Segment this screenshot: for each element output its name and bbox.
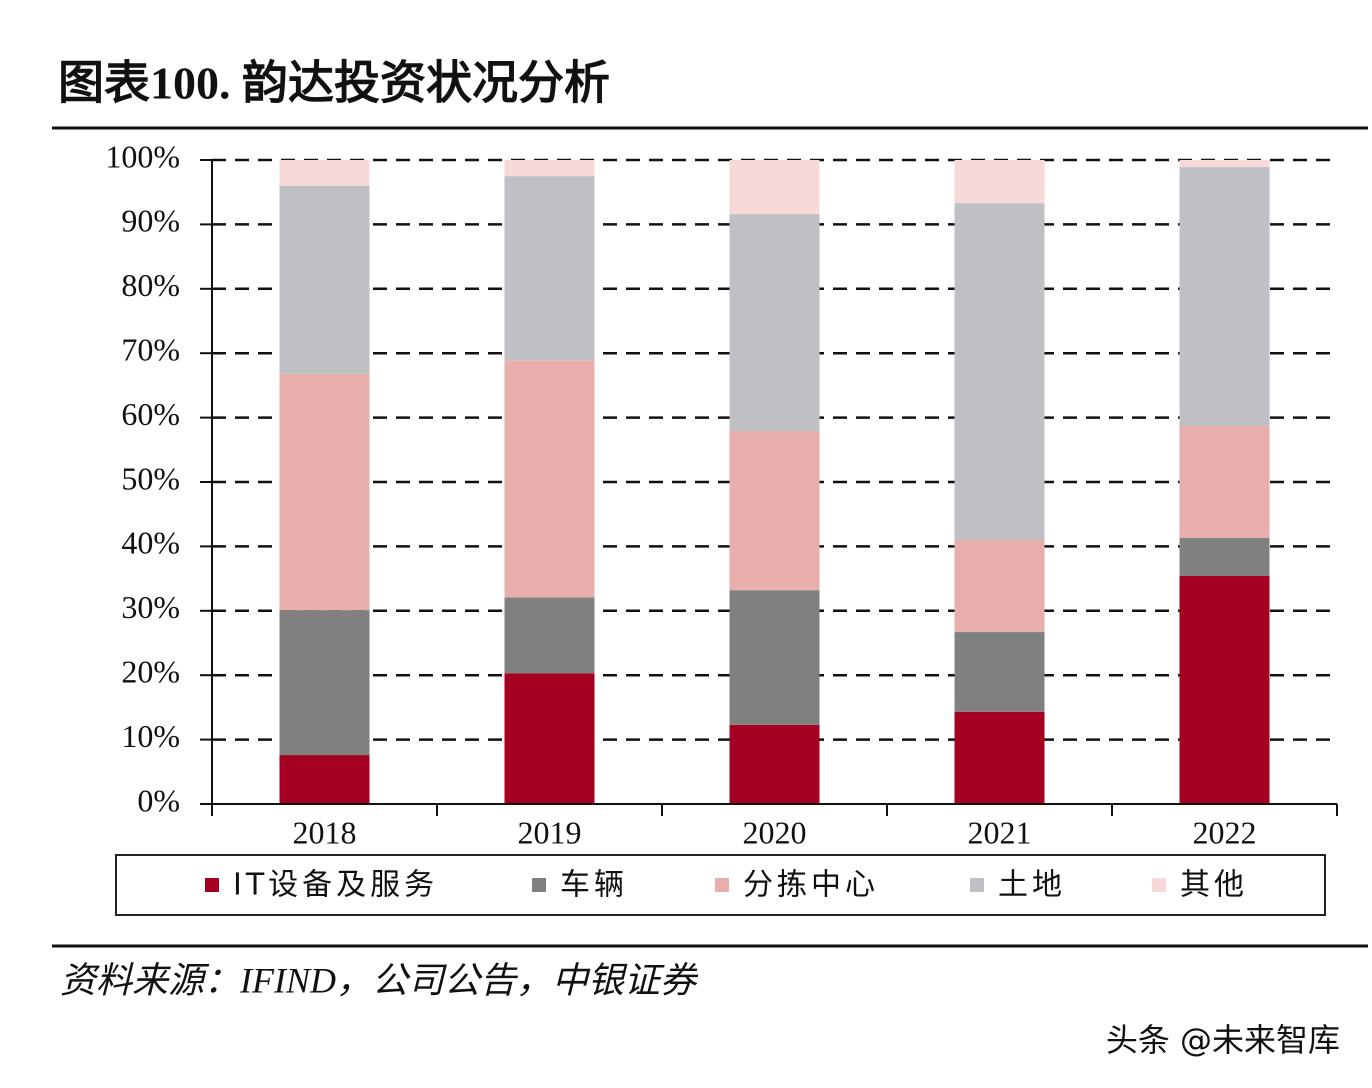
x-tick-label: 2022	[1193, 814, 1257, 850]
x-tick-label: 2020	[743, 814, 807, 850]
y-tick-label: 10%	[121, 718, 180, 754]
y-tick-label: 50%	[121, 460, 180, 496]
bar-segment	[504, 360, 595, 598]
y-tick-label: 20%	[121, 654, 180, 690]
bar-segment	[279, 755, 370, 804]
bar-segment	[954, 203, 1045, 540]
bar-segment	[729, 214, 820, 432]
y-tick-label: 100%	[105, 138, 180, 174]
bar-segment	[279, 160, 370, 186]
bar-segment	[1179, 425, 1270, 539]
bar-segment	[729, 431, 820, 591]
y-tick-label: 90%	[121, 203, 180, 239]
bar-segment	[954, 711, 1045, 804]
legend-label: 其他	[1180, 868, 1248, 903]
bar-segment	[504, 176, 595, 361]
watermark: 头条 @未来智库	[1106, 1021, 1340, 1059]
legend-swatch	[1152, 878, 1166, 892]
bar-segment	[504, 673, 595, 804]
legend-label: 土地	[998, 868, 1066, 903]
bar-segment	[279, 185, 370, 374]
bar-segment	[954, 539, 1045, 633]
bar-segment	[279, 610, 370, 756]
bar-segment	[729, 160, 820, 215]
y-tick-label: 30%	[121, 589, 180, 625]
legend-label: 车辆	[560, 868, 628, 903]
bar-segment	[954, 632, 1045, 712]
y-tick-label: 70%	[121, 332, 180, 368]
chart-title: 图表100. 韵达投资状况分析	[58, 58, 610, 109]
legend-swatch	[205, 878, 219, 892]
bar-segment	[279, 373, 370, 611]
y-tick-label: 80%	[121, 267, 180, 303]
bar-segment	[1179, 576, 1270, 804]
legend-label: IT设备及服务	[233, 868, 438, 903]
source-note: 资料来源：IFIND，公司公告，中银证券	[60, 960, 699, 1000]
bar-segment	[504, 597, 595, 674]
legend-swatch	[532, 878, 546, 892]
y-tick-label: 60%	[121, 396, 180, 432]
bar-segment	[729, 724, 820, 804]
y-tick-label: 0%	[137, 782, 180, 818]
bar-segment	[1179, 538, 1270, 577]
bar-segment	[504, 160, 595, 177]
legend-label: 分拣中心	[743, 868, 879, 903]
y-tick-label: 40%	[121, 525, 180, 561]
bar-segment	[1179, 160, 1270, 168]
x-tick-label: 2019	[518, 814, 582, 850]
legend-box	[115, 854, 1326, 916]
legend-swatch	[970, 878, 984, 892]
bar-segment	[1179, 167, 1270, 426]
legend-swatch	[715, 878, 729, 892]
x-tick-label: 2018	[293, 814, 357, 850]
bar-segment	[954, 160, 1045, 204]
bar-segment	[729, 590, 820, 725]
x-tick-label: 2021	[968, 814, 1032, 850]
